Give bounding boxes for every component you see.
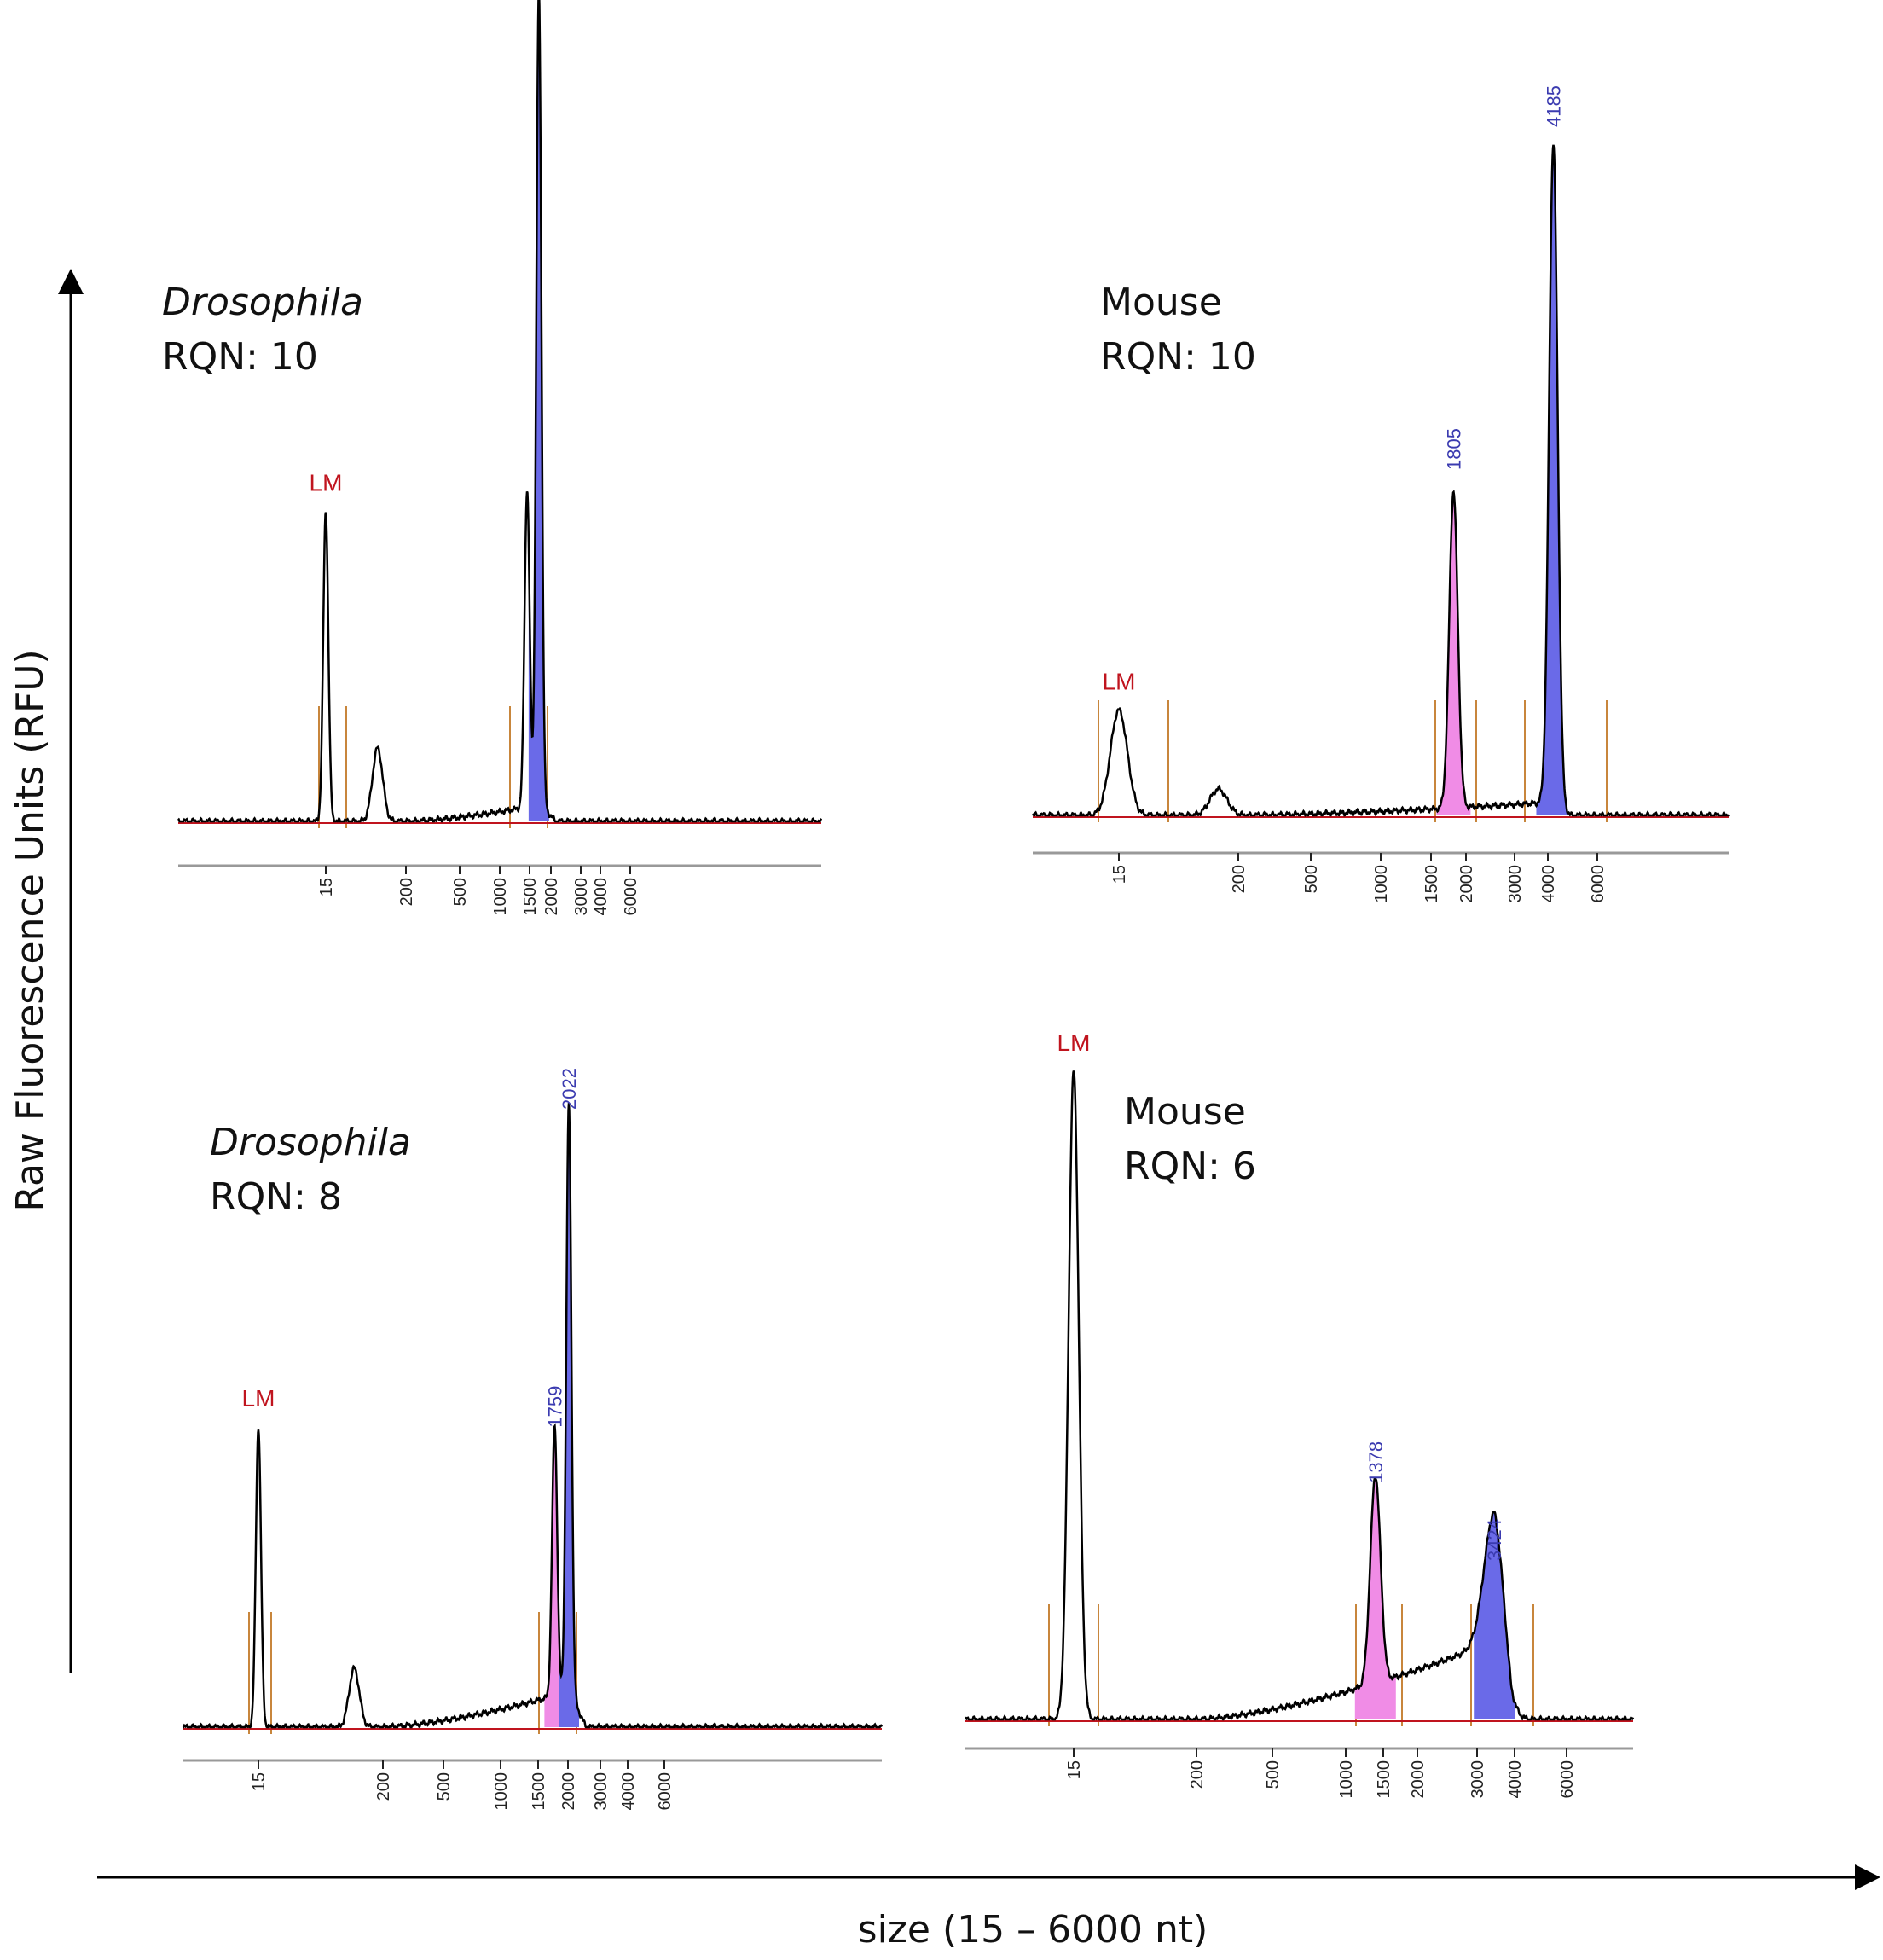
tick-label-15: 15 [317,878,336,896]
tick-label-4000: 4000 [592,878,611,916]
tick-label-2000: 2000 [542,878,561,916]
lm-label: LM [1057,1029,1091,1056]
tick-label-200: 200 [1230,865,1249,893]
peak-fill-pink [544,1425,565,1727]
panel-2: Mouse RQN: 10 15 200 500 1000 1500 2000 3000 4000… [1032,85,1731,903]
tick-label-500: 500 [1302,865,1321,893]
y-axis-label: Raw Fluorescence Units (RFU) [9,649,52,1211]
tick-label-1500: 1500 [530,1772,548,1811]
x-axis-label: size (15 – 6000 nt) [858,1908,1208,1951]
tick-label-1500: 1500 [1422,865,1441,903]
peak-size-label: 1378 [1365,1441,1387,1483]
tick-label-1000: 1000 [491,878,510,916]
lm-label: LM [1103,668,1136,694]
tick-label-6000: 6000 [622,878,640,916]
peak-size-label: 4185 [1543,85,1564,127]
tick-label-3000: 3000 [572,878,591,916]
tick-label-6000: 6000 [1558,1760,1577,1799]
rqn-label: RQN: 6 [1124,1145,1256,1188]
tick-label-1500: 1500 [521,878,540,916]
peak-size-label: 2022 [559,1068,580,1110]
tick-label-4000: 4000 [1506,1760,1525,1799]
tick-label-500: 500 [435,1772,454,1801]
tick-label-1000: 1000 [1337,1760,1356,1799]
rqn-label: RQN: 10 [162,335,318,379]
tick-label-200: 200 [374,1772,393,1801]
tick-label-3000: 3000 [592,1772,611,1811]
tick-label-500: 500 [1264,1760,1283,1789]
electropherogram-trace [965,1070,1635,1721]
electropherogram-trace [1032,144,1731,818]
peak-fill-blue [528,0,549,821]
electropherogram-trace [177,0,823,823]
organism-label: Mouse [1100,281,1222,324]
rqn-label: RQN: 8 [210,1175,342,1219]
peak-fill-blue [1536,144,1571,816]
tick-label-1000: 1000 [1372,865,1391,903]
peak-size-label: 3424 [1484,1519,1505,1561]
lm-label: LM [310,470,343,496]
tick-label-1500: 1500 [1375,1760,1393,1799]
panel-1: Drosophila RQN: 10 15 200 500 1000 1500 2000 300… [162,0,823,916]
peak-size-label: 1759 [544,1386,565,1428]
rqn-label: RQN: 10 [1100,335,1256,379]
panel-4: Mouse RQN: 6 15 200 500 1000 1500 2000 3000 4000 6… [965,1029,1635,1799]
tick-label-1000: 1000 [492,1772,511,1811]
tick-label-6000: 6000 [1589,865,1608,903]
panel-3: Drosophila RQN: 8 15 200 500 1000 1500 2000 3000… [182,1068,884,1811]
tick-label-200: 200 [397,878,416,906]
peak-fill-blue [1474,1511,1515,1719]
organism-label: Mouse [1124,1090,1246,1134]
peak-fill-blue [559,1103,580,1727]
tick-label-15: 15 [1110,865,1129,884]
electropherogram-trace [182,1103,884,1729]
tick-label-4000: 4000 [619,1772,638,1811]
tick-label-2000: 2000 [559,1772,578,1811]
tick-label-15: 15 [1065,1760,1084,1779]
organism-label: Drosophila [210,1121,411,1164]
lm-label: LM [242,1385,275,1412]
peak-size-label: 1805 [1443,428,1464,470]
tick-label-200: 200 [1188,1760,1207,1789]
tick-label-6000: 6000 [656,1772,675,1811]
tick-label-500: 500 [451,878,470,906]
tick-label-3000: 3000 [1469,1760,1487,1799]
organism-label: Drosophila [162,281,363,324]
tick-label-2000: 2000 [1457,865,1476,903]
tick-label-15: 15 [250,1772,269,1791]
peak-fill-pink [1436,491,1471,815]
tick-label-4000: 4000 [1539,865,1558,903]
tick-label-2000: 2000 [1409,1760,1428,1799]
tick-label-3000: 3000 [1506,865,1525,903]
